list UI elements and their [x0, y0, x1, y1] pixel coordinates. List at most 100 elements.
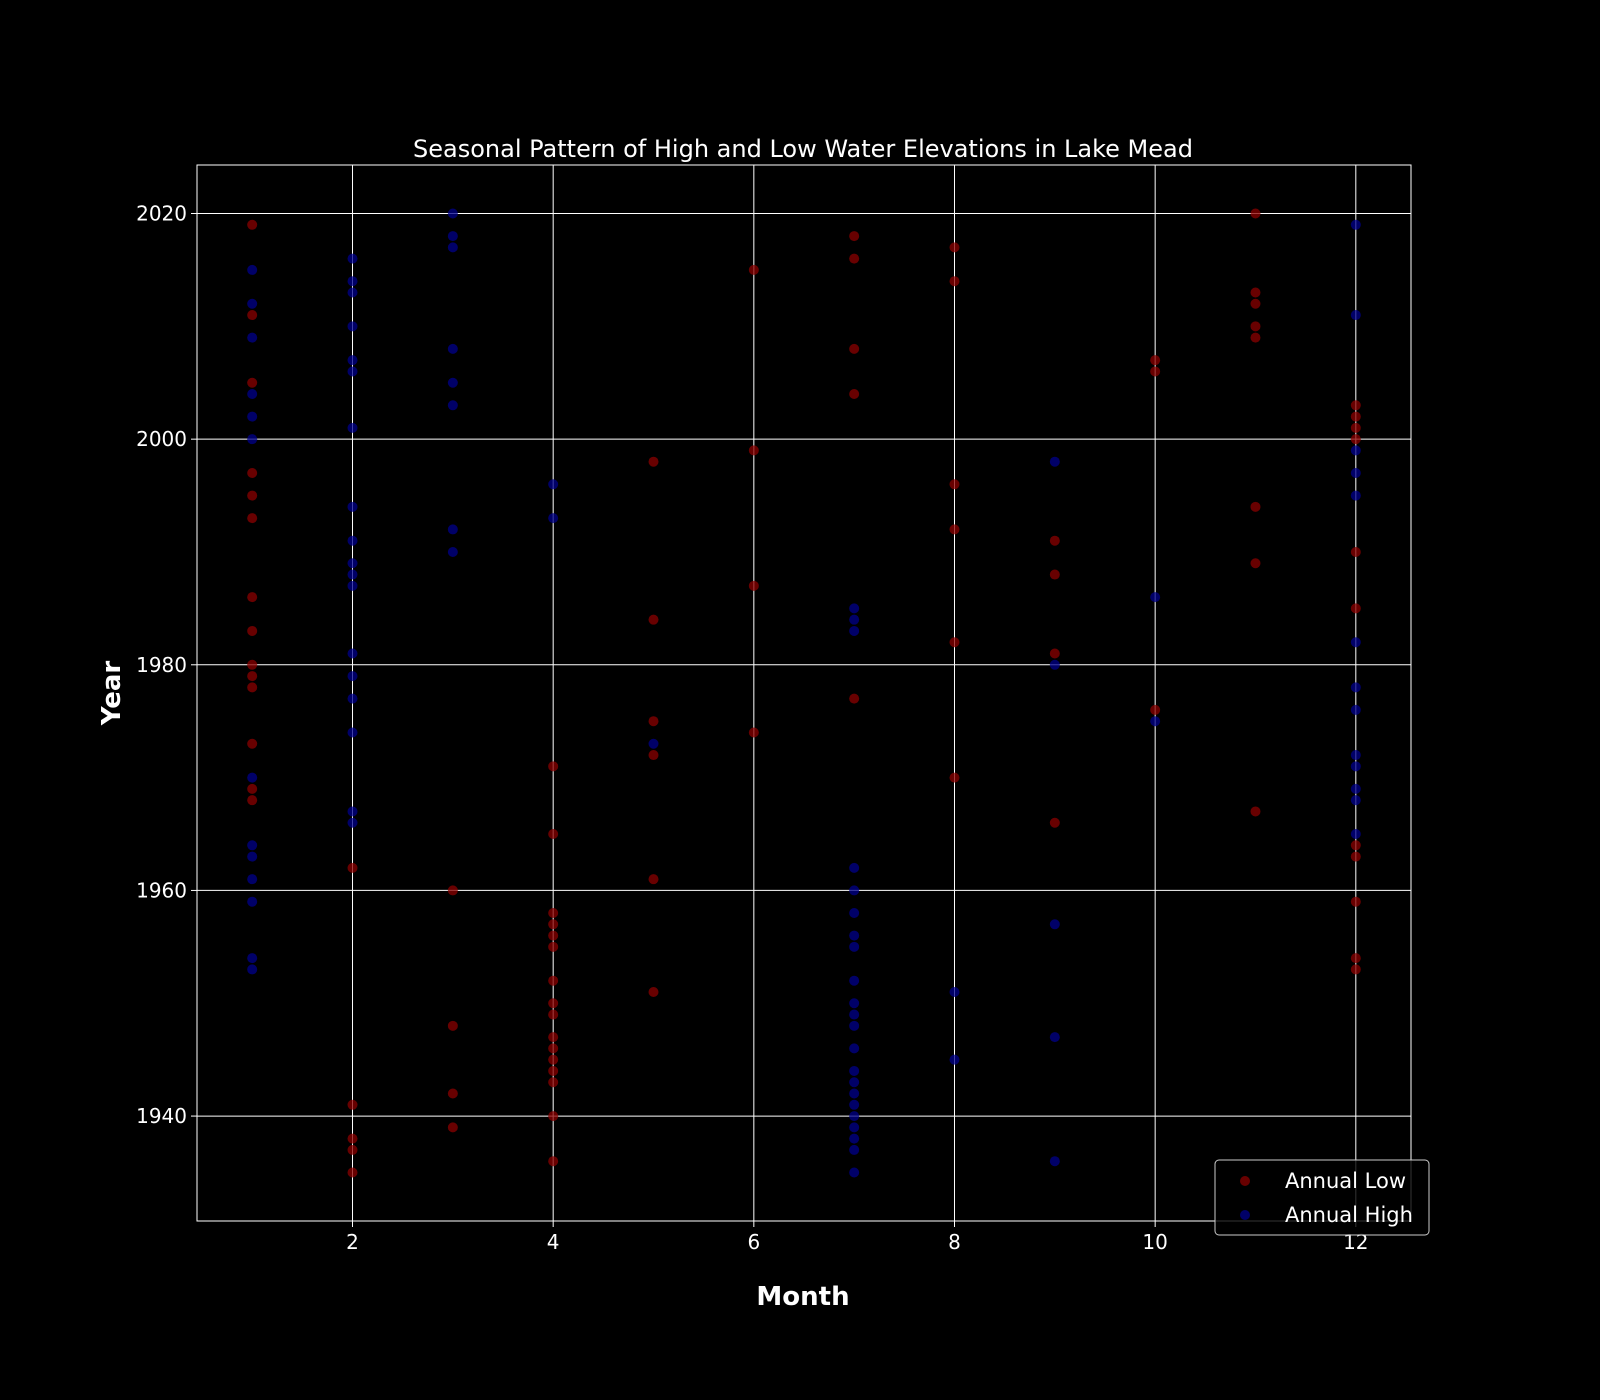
data-point — [1250, 558, 1261, 569]
data-point — [1350, 851, 1361, 862]
x-tick-label: 8 — [948, 1230, 961, 1254]
data-point — [247, 434, 258, 445]
chart-title: Seasonal Pattern of High and Low Water E… — [413, 135, 1193, 163]
data-point — [849, 1043, 860, 1054]
y-tick-label: 2000 — [136, 427, 187, 451]
data-point — [849, 614, 860, 625]
data-point — [1350, 761, 1361, 772]
data-point — [1049, 569, 1060, 580]
data-point — [347, 1133, 358, 1144]
data-point — [1049, 456, 1060, 467]
data-point — [1350, 490, 1361, 501]
data-point — [548, 1156, 559, 1167]
data-point — [447, 231, 458, 242]
data-point — [548, 1054, 559, 1065]
data-point — [347, 1099, 358, 1110]
data-point — [347, 253, 358, 264]
data-point — [247, 851, 258, 862]
data-point — [447, 242, 458, 253]
data-point — [1350, 400, 1361, 411]
data-point — [648, 874, 659, 885]
data-point — [1049, 648, 1060, 659]
y-axis-label: Year — [97, 661, 127, 727]
data-point — [247, 332, 258, 343]
data-point — [748, 727, 759, 738]
series-annual-low — [247, 208, 1361, 1178]
data-point — [648, 986, 659, 997]
data-point — [1350, 310, 1361, 321]
y-tick-label: 1960 — [136, 878, 187, 902]
data-point — [347, 727, 358, 738]
data-point — [849, 1167, 860, 1178]
data-point — [1350, 422, 1361, 433]
data-point — [1250, 208, 1261, 219]
data-point — [949, 524, 960, 535]
data-point — [1350, 603, 1361, 614]
x-tick-label: 10 — [1142, 1230, 1167, 1254]
data-point — [247, 377, 258, 388]
data-point — [247, 795, 258, 806]
data-point — [1250, 332, 1261, 343]
data-point — [1049, 919, 1060, 930]
legend-label-annual-high: Annual High — [1285, 1203, 1413, 1227]
data-point — [548, 513, 559, 524]
data-point — [447, 1020, 458, 1031]
legend: Annual Low Annual High — [1214, 1159, 1430, 1236]
data-point — [247, 783, 258, 794]
data-point — [347, 321, 358, 332]
data-point — [247, 219, 258, 230]
data-point — [347, 806, 358, 817]
data-point — [748, 264, 759, 275]
data-point — [247, 874, 258, 885]
data-point — [347, 501, 358, 512]
data-point — [247, 625, 258, 636]
y-tick-label: 1980 — [136, 653, 187, 677]
data-point — [1150, 366, 1161, 377]
series-annual-high — [247, 208, 1361, 1178]
data-point — [849, 930, 860, 941]
data-point — [548, 930, 559, 941]
data-point — [347, 580, 358, 591]
data-point — [849, 343, 860, 354]
x-axis-label: Month — [756, 1282, 849, 1312]
data-point — [1350, 953, 1361, 964]
data-point — [849, 908, 860, 918]
data-point — [949, 242, 960, 253]
data-point — [1350, 546, 1361, 557]
data-point — [648, 750, 659, 761]
data-point — [347, 648, 358, 659]
data-point — [347, 355, 358, 366]
data-point — [548, 829, 559, 840]
data-point — [849, 1065, 860, 1076]
data-point — [949, 1054, 960, 1065]
data-point — [1150, 355, 1161, 366]
data-point — [849, 625, 860, 636]
data-point — [1250, 298, 1261, 309]
data-point — [247, 772, 258, 783]
data-point — [748, 445, 759, 456]
data-point — [247, 468, 258, 478]
x-tick-label: 2 — [346, 1230, 359, 1254]
data-point — [1350, 783, 1361, 794]
data-point — [347, 693, 358, 704]
data-point — [949, 772, 960, 783]
data-point — [1250, 287, 1261, 298]
data-point — [1350, 829, 1361, 840]
data-point — [849, 253, 860, 264]
data-point — [247, 682, 258, 693]
legend-marker-annual-low — [1240, 1176, 1250, 1186]
data-point — [1150, 716, 1161, 727]
data-point — [648, 738, 659, 749]
data-point — [447, 1122, 458, 1133]
data-point — [1350, 750, 1361, 761]
legend-label-annual-low: Annual Low — [1285, 1169, 1406, 1193]
data-point — [548, 1032, 559, 1043]
data-point — [1150, 704, 1161, 715]
data-point — [849, 1144, 860, 1155]
data-point — [247, 671, 258, 682]
data-point — [247, 896, 258, 907]
data-point — [447, 546, 458, 557]
data-point — [548, 998, 559, 1009]
